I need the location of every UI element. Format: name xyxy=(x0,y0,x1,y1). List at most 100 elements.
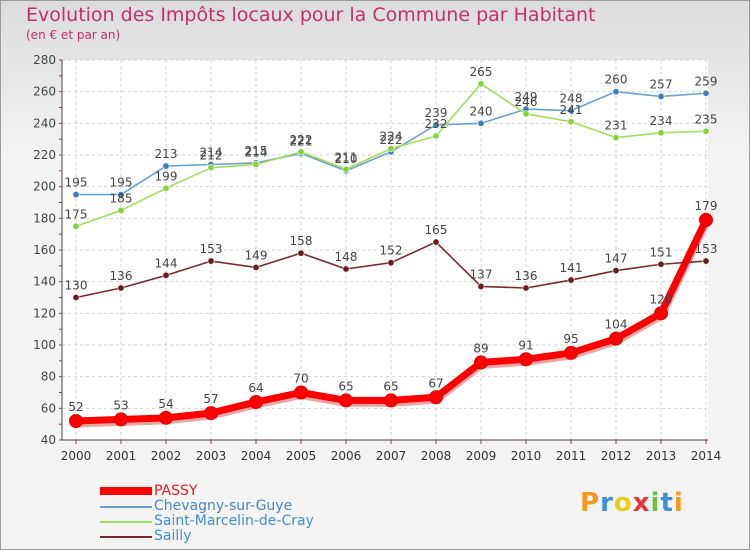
data-point-passy xyxy=(474,355,488,370)
data-label-saint-marcelin-de-cray: 199 xyxy=(155,169,178,183)
data-point-sailly xyxy=(252,263,260,271)
data-label-chevagny-sur-guye: 240 xyxy=(470,104,493,118)
data-label-sailly: 152 xyxy=(380,244,403,258)
data-label-saint-marcelin-de-cray: 232 xyxy=(425,117,448,131)
data-label-chevagny-sur-guye: 213 xyxy=(155,147,178,161)
data-label-passy: 65 xyxy=(338,379,353,393)
x-tick-label: 2010 xyxy=(511,449,542,463)
data-point-chevagny-sur-guye xyxy=(72,191,80,199)
x-tick-label: 2004 xyxy=(241,449,272,463)
data-label-sailly: 130 xyxy=(65,279,88,293)
x-tick-label: 2011 xyxy=(556,449,587,463)
data-point-passy xyxy=(429,390,443,405)
data-label-passy: 67 xyxy=(428,376,443,390)
data-point-passy xyxy=(564,345,578,360)
data-label-saint-marcelin-de-cray: 175 xyxy=(65,207,88,221)
proxiti-logo: Proxiti xyxy=(580,488,684,518)
data-point-passy xyxy=(654,306,668,321)
data-point-sailly xyxy=(387,259,395,267)
data-point-sailly xyxy=(522,284,530,292)
data-label-sailly: 149 xyxy=(245,248,268,262)
data-point-passy xyxy=(339,393,353,408)
data-label-chevagny-sur-guye: 260 xyxy=(605,73,628,87)
logo-letter: t xyxy=(660,488,674,518)
y-tick-label: 40 xyxy=(41,433,56,447)
x-tick-label: 2007 xyxy=(376,449,407,463)
data-label-sailly: 153 xyxy=(200,242,223,256)
data-label-saint-marcelin-de-cray: 231 xyxy=(605,119,628,133)
data-label-sailly: 153 xyxy=(695,242,718,256)
data-point-chevagny-sur-guye xyxy=(612,88,620,96)
data-point-passy xyxy=(294,385,308,400)
data-label-passy: 52 xyxy=(68,400,83,414)
data-point-saint-marcelin-de-cray xyxy=(297,148,305,156)
plot-area xyxy=(62,60,708,440)
x-tick-label: 2014 xyxy=(691,449,722,463)
data-label-chevagny-sur-guye: 257 xyxy=(650,77,673,91)
legend-swatch-sailly xyxy=(100,536,152,538)
data-label-saint-marcelin-de-cray: 235 xyxy=(695,112,718,126)
x-tick-label: 2008 xyxy=(421,449,452,463)
data-label-sailly: 151 xyxy=(650,245,673,259)
logo-letter: r xyxy=(600,488,614,518)
x-tick-label: 2006 xyxy=(331,449,362,463)
data-label-sailly: 136 xyxy=(515,269,538,283)
data-label-passy: 95 xyxy=(563,332,578,346)
data-point-passy xyxy=(69,414,83,428)
data-point-sailly xyxy=(117,284,125,292)
data-label-chevagny-sur-guye: 222 xyxy=(380,133,403,147)
legend-label: PASSY xyxy=(154,483,198,499)
data-label-saint-marcelin-de-cray: 234 xyxy=(650,114,673,128)
data-label-chevagny-sur-guye: 214 xyxy=(200,146,223,160)
data-point-passy xyxy=(609,331,623,346)
data-point-passy xyxy=(519,352,533,367)
y-tick-label: 140 xyxy=(33,275,56,289)
data-label-saint-marcelin-de-cray: 222 xyxy=(290,133,313,147)
data-label-passy: 57 xyxy=(203,392,218,406)
data-point-sailly xyxy=(657,260,665,268)
data-label-chevagny-sur-guye: 215 xyxy=(245,144,268,158)
y-tick-label: 260 xyxy=(33,85,56,99)
y-tick-label: 240 xyxy=(33,116,56,130)
data-label-passy: 64 xyxy=(248,381,263,395)
logo-letter: P xyxy=(580,488,601,518)
x-tick-label: 2012 xyxy=(601,449,632,463)
data-point-sailly xyxy=(567,276,575,284)
data-label-saint-marcelin-de-cray: 212 xyxy=(200,149,223,163)
y-tick-label: 220 xyxy=(33,148,56,162)
data-label-sailly: 147 xyxy=(605,252,628,266)
x-tick-label: 2000 xyxy=(61,449,92,463)
data-point-saint-marcelin-de-cray xyxy=(657,129,665,137)
data-point-saint-marcelin-de-cray xyxy=(207,164,215,172)
data-point-chevagny-sur-guye xyxy=(657,92,665,100)
data-label-chevagny-sur-guye: 210 xyxy=(335,152,358,166)
data-label-saint-marcelin-de-cray: 214 xyxy=(245,146,268,160)
data-label-sailly: 141 xyxy=(560,261,583,275)
data-label-chevagny-sur-guye: 249 xyxy=(515,90,538,104)
logo-letter: o xyxy=(613,488,633,518)
y-tick-label: 120 xyxy=(33,306,56,320)
data-label-saint-marcelin-de-cray: 265 xyxy=(470,65,493,79)
data-label-passy: 53 xyxy=(113,398,128,412)
data-label-sailly: 137 xyxy=(470,267,493,281)
data-point-chevagny-sur-guye xyxy=(567,107,575,115)
chart-title: Evolution des Impôts locaux pour la Comm… xyxy=(26,4,596,26)
x-tick-label: 2013 xyxy=(646,449,677,463)
data-label-chevagny-sur-guye: 221 xyxy=(290,134,313,148)
data-point-passy xyxy=(204,406,218,421)
data-point-sailly xyxy=(207,257,215,265)
logo-letter: i xyxy=(650,488,661,518)
legend-label: Chevagny-sur-Guye xyxy=(154,498,293,514)
data-label-saint-marcelin-de-cray: 241 xyxy=(560,103,583,117)
legend-label: Saint-Marcelin-de-Cray xyxy=(154,513,314,529)
logo-letter: x xyxy=(632,488,651,518)
data-label-passy: 179 xyxy=(695,199,718,213)
data-point-passy xyxy=(114,412,128,427)
x-tick-label: 2002 xyxy=(151,449,182,463)
data-label-chevagny-sur-guye: 259 xyxy=(695,74,718,88)
y-tick-label: 180 xyxy=(33,211,56,225)
data-point-saint-marcelin-de-cray xyxy=(162,184,170,192)
data-point-saint-marcelin-de-cray xyxy=(432,132,440,140)
data-point-chevagny-sur-guye xyxy=(702,89,710,97)
